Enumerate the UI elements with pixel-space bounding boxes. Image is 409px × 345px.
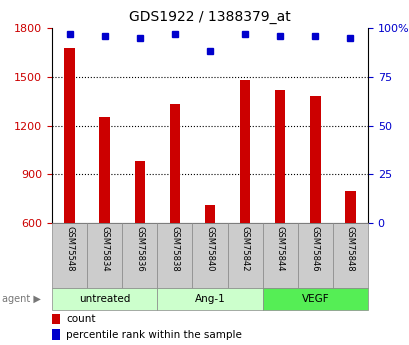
Bar — [204, 205, 215, 223]
Bar — [262, 223, 297, 288]
Text: GSM75834: GSM75834 — [100, 226, 109, 272]
Bar — [52, 314, 59, 324]
Bar — [99, 117, 110, 223]
Text: count: count — [66, 314, 95, 324]
Text: untreated: untreated — [79, 294, 130, 304]
Bar — [344, 190, 355, 223]
Bar — [52, 329, 59, 340]
Text: GSM75840: GSM75840 — [205, 226, 214, 272]
Bar — [192, 223, 227, 288]
Bar — [332, 223, 367, 288]
Bar — [157, 223, 192, 288]
Bar — [87, 223, 122, 288]
Text: agent ▶: agent ▶ — [2, 294, 41, 304]
Bar — [262, 288, 367, 310]
Text: GSM75848: GSM75848 — [345, 226, 354, 272]
Bar — [297, 223, 332, 288]
Text: GSM75548: GSM75548 — [65, 226, 74, 272]
Text: GSM75836: GSM75836 — [135, 226, 144, 272]
Bar — [239, 80, 250, 223]
Text: VEGF: VEGF — [301, 294, 328, 304]
Bar — [122, 223, 157, 288]
Bar — [169, 105, 180, 223]
Bar — [52, 288, 157, 310]
Bar — [134, 161, 145, 223]
Text: GSM75844: GSM75844 — [275, 226, 284, 272]
Bar — [52, 223, 87, 288]
Text: GSM75846: GSM75846 — [310, 226, 319, 272]
Text: GSM75842: GSM75842 — [240, 226, 249, 272]
Text: GSM75838: GSM75838 — [170, 226, 179, 272]
Bar — [227, 223, 262, 288]
Bar — [157, 288, 262, 310]
Text: Ang-1: Ang-1 — [194, 294, 225, 304]
Title: GDS1922 / 1388379_at: GDS1922 / 1388379_at — [129, 10, 290, 24]
Bar — [274, 90, 285, 223]
Bar — [309, 96, 320, 223]
Text: percentile rank within the sample: percentile rank within the sample — [66, 329, 241, 339]
Bar — [64, 48, 74, 223]
